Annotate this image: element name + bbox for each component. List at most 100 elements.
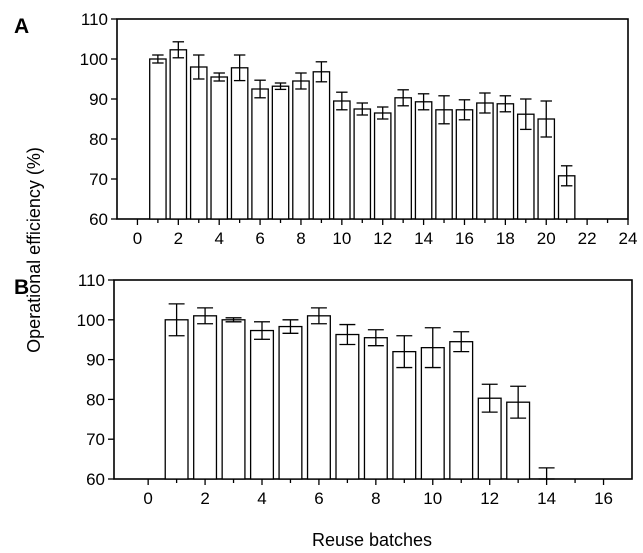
error-bar [458, 99, 471, 121]
error-bar [197, 307, 214, 325]
bar [306, 315, 331, 480]
x-tick-label: 10 [332, 229, 351, 248]
x-tick-label: 12 [480, 489, 499, 508]
error-bar [424, 327, 441, 369]
y-tick-label: 90 [86, 351, 105, 370]
x-tick-label: 12 [373, 229, 392, 248]
y-tick-label: 110 [78, 271, 105, 290]
x-tick-label: 8 [371, 489, 380, 508]
plot-frame [116, 18, 629, 220]
bar [193, 315, 218, 480]
x-tick-label: 0 [133, 229, 142, 248]
bar [435, 109, 453, 220]
panel-letter: A [14, 15, 29, 38]
error-bar [396, 335, 413, 369]
error-bar [172, 41, 185, 59]
x-tick-label: 0 [143, 489, 152, 508]
bar [476, 102, 494, 220]
x-tick-label: 16 [455, 229, 474, 248]
bar [496, 103, 515, 220]
y-tick-label: 90 [89, 90, 108, 109]
bar [230, 67, 249, 220]
error-bar [168, 303, 185, 337]
bar [373, 112, 392, 220]
error-bar [453, 331, 470, 353]
error-bar [376, 106, 389, 120]
x-tick-label: 8 [296, 229, 305, 248]
bar [251, 88, 269, 220]
bar [335, 333, 360, 480]
bar [392, 350, 417, 480]
error-bar [397, 89, 409, 107]
bar [149, 58, 167, 220]
bar [312, 71, 331, 220]
x-tick-label: 4 [257, 489, 266, 508]
error-bar [417, 93, 430, 111]
error-bar [274, 82, 287, 91]
x-tick-label: 2 [174, 229, 183, 248]
y-tick-label: 70 [86, 430, 105, 449]
x-tick-label: 20 [537, 229, 556, 248]
x-tick-label: 24 [619, 229, 638, 248]
error-bar [336, 91, 348, 111]
y-tick-label: 60 [86, 470, 105, 489]
y-tick-label: 100 [80, 50, 108, 69]
bar [271, 85, 290, 220]
bar [363, 337, 388, 480]
error-bar [254, 321, 270, 340]
error-bar [310, 307, 327, 325]
x-tick-label: 16 [594, 489, 613, 508]
bar [292, 80, 310, 220]
error-bar [295, 72, 307, 90]
bar [353, 108, 372, 220]
y-axis-title: Operational efficiency (%) [24, 147, 44, 353]
y-tick-label: 60 [89, 210, 108, 229]
y-tick-label: 70 [89, 170, 108, 189]
x-tick-label: 6 [255, 229, 264, 248]
x-tick-label: 6 [314, 489, 323, 508]
panel-b: B 60 70 80 90 100 110 0 2 4 6 8 10 12 14 16 [14, 271, 633, 508]
error-bar [254, 79, 266, 99]
error-bar [438, 95, 450, 125]
x-tick-label: 18 [496, 229, 515, 248]
error-bar [152, 54, 164, 64]
x-tick-label: 2 [200, 489, 209, 508]
error-bar [282, 319, 299, 334]
error-bar [233, 54, 246, 82]
x-tick-label: 10 [423, 489, 442, 508]
bar [449, 341, 474, 480]
bar [169, 49, 188, 220]
bar [249, 329, 275, 480]
y-tick-label: 100 [77, 311, 105, 330]
error-bar [540, 100, 552, 138]
error-bar [367, 329, 384, 347]
bar [414, 101, 433, 220]
bar [278, 325, 303, 480]
bar [394, 97, 412, 220]
bar [221, 319, 246, 480]
error-bar [479, 92, 491, 114]
y-tick-label: 80 [86, 390, 105, 409]
error-bar [560, 165, 573, 187]
error-bar [225, 317, 242, 323]
error-bar [520, 98, 532, 131]
error-bar [315, 61, 328, 83]
bar [333, 100, 351, 220]
x-axis-title: Reuse batches [312, 530, 432, 550]
x-tick-label: 4 [214, 229, 223, 248]
x-tick-label: 22 [578, 229, 597, 248]
bar [189, 66, 208, 220]
error-bar [481, 383, 498, 413]
error-bar [339, 323, 356, 346]
error-bar [510, 385, 527, 419]
panel-letter: B [14, 276, 29, 299]
y-tick-label: 80 [89, 130, 108, 149]
y-tick-label: 110 [81, 10, 108, 29]
error-bar [356, 102, 369, 116]
error-bar [213, 72, 225, 82]
error-bar [499, 95, 512, 113]
bar [164, 319, 189, 480]
x-tick-label: 14 [537, 489, 556, 508]
